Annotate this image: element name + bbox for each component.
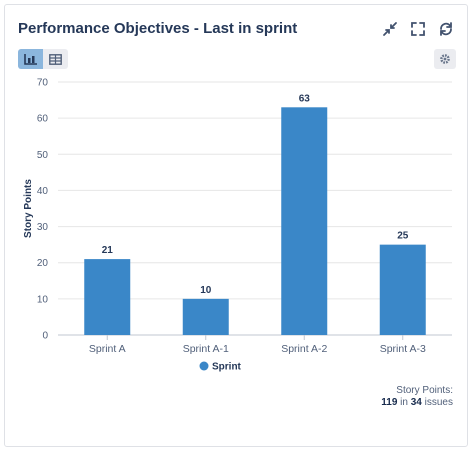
y-axis-label: Story Points [23, 179, 34, 238]
chart-view-button[interactable] [18, 49, 43, 69]
issues-count: 34 [410, 397, 422, 408]
y-tick-label: 20 [37, 258, 49, 269]
story-points-summary: Story Points: 119 in 34 issues [381, 385, 453, 409]
summary-label: Story Points: [396, 385, 453, 396]
data-label: 63 [299, 93, 311, 104]
refresh-icon[interactable] [437, 20, 455, 38]
table-view-button[interactable] [43, 49, 68, 69]
y-tick-label: 70 [37, 78, 49, 89]
in-text: in [397, 397, 411, 408]
summary-values: 119 in 34 issues [381, 397, 453, 409]
issues-text: issues [421, 397, 453, 408]
y-tick-label: 50 [37, 150, 49, 161]
bar [84, 259, 131, 335]
x-tick-label: Sprint A-1 [183, 343, 229, 355]
fullscreen-icon[interactable] [409, 20, 427, 38]
collapse-icon[interactable] [381, 20, 399, 38]
y-tick-label: 40 [37, 186, 49, 197]
y-tick-label: 10 [37, 294, 49, 305]
gear-icon [440, 54, 450, 64]
data-label: 10 [200, 285, 212, 296]
view-toggle [18, 49, 68, 69]
data-label: 25 [397, 231, 409, 242]
points-total: 119 [381, 397, 398, 408]
y-tick-label: 30 [37, 222, 49, 233]
settings-button[interactable] [434, 49, 456, 69]
x-tick-label: Sprint A-2 [281, 343, 327, 355]
legend-label: Sprint [212, 362, 242, 373]
bar [379, 244, 426, 335]
x-tick-label: Sprint A [89, 343, 126, 355]
x-tick-label: Sprint A-3 [380, 343, 426, 355]
y-tick-label: 0 [42, 331, 48, 342]
bar [281, 107, 328, 335]
bar-chart-icon [23, 54, 37, 65]
data-label: 21 [102, 245, 114, 256]
legend-marker [199, 361, 209, 371]
header-actions [381, 20, 455, 38]
bar [182, 298, 229, 335]
table-icon [49, 53, 62, 65]
gadget-card: Performance Objectives - Last in sprint [4, 4, 468, 447]
y-tick-label: 60 [37, 114, 49, 125]
gadget-title: Performance Objectives - Last in sprint [18, 20, 298, 37]
